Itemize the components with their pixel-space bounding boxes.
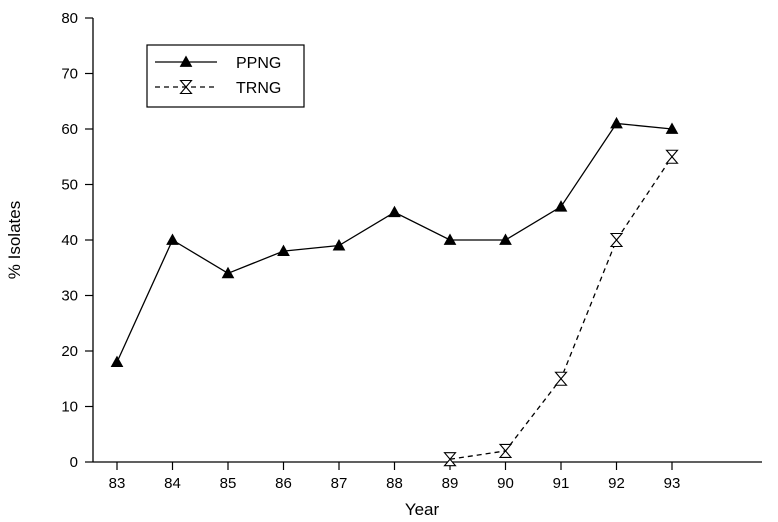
y-tick-label: 10 bbox=[61, 399, 78, 416]
x-axis: 83 84 85 86 87 88 89 90 91 92 93 bbox=[93, 461, 762, 492]
legend-label: TRNG bbox=[236, 80, 281, 97]
data-point bbox=[110, 355, 124, 367]
y-tick-label: 80 bbox=[61, 10, 78, 27]
x-ticks: 83 84 85 86 87 88 89 90 91 92 93 bbox=[109, 462, 681, 492]
data-point bbox=[388, 205, 401, 218]
y-tick-label: 20 bbox=[61, 343, 78, 360]
data-point bbox=[610, 116, 623, 129]
data-point bbox=[609, 232, 624, 248]
data-point bbox=[166, 233, 179, 245]
y-axis-title: % Isolates bbox=[5, 201, 24, 279]
y-tick-label: 70 bbox=[61, 66, 78, 83]
data-point bbox=[554, 371, 568, 386]
x-tick-label: 92 bbox=[608, 475, 625, 492]
x-tick-label: 87 bbox=[331, 475, 348, 492]
data-point bbox=[499, 233, 512, 245]
y-tick-label: 50 bbox=[61, 177, 78, 194]
x-tick-label: 83 bbox=[109, 475, 126, 492]
series-layer bbox=[110, 116, 679, 467]
data-point bbox=[443, 233, 457, 245]
data-point bbox=[332, 239, 346, 251]
y-tick-label: 30 bbox=[61, 288, 78, 305]
series-trng bbox=[443, 149, 679, 467]
legend-item-ppng: PPNG bbox=[155, 55, 281, 72]
legend-marker bbox=[179, 55, 193, 67]
x-tick-label: 84 bbox=[164, 475, 181, 492]
legend-item-trng: TRNG bbox=[155, 79, 281, 97]
data-point bbox=[277, 244, 290, 256]
x-tick-label: 88 bbox=[386, 475, 403, 492]
data-point bbox=[665, 149, 679, 164]
data-point bbox=[498, 443, 513, 458]
data-point bbox=[554, 200, 568, 212]
series-ppng bbox=[110, 116, 679, 367]
y-ticks: 0 10 20 30 40 50 60 70 80 bbox=[61, 10, 93, 471]
x-tick-label: 93 bbox=[664, 475, 681, 492]
x-tick-label: 91 bbox=[553, 475, 570, 492]
x-tick-label: 85 bbox=[220, 475, 237, 492]
x-tick-label: 86 bbox=[275, 475, 292, 492]
legend-box bbox=[146, 44, 305, 108]
legend: PPNG TRNG bbox=[146, 44, 305, 108]
data-point bbox=[443, 452, 457, 467]
data-point bbox=[221, 266, 235, 279]
y-axis: 0 10 20 30 40 50 60 70 80 bbox=[61, 10, 94, 471]
data-point bbox=[665, 122, 679, 134]
series-line bbox=[116, 122, 673, 363]
x-axis-title: Year bbox=[405, 500, 440, 519]
legend-label: PPNG bbox=[236, 55, 281, 72]
legend-items: PPNG TRNG bbox=[155, 55, 281, 97]
y-tick-label: 60 bbox=[61, 121, 78, 138]
legend-marker bbox=[179, 79, 193, 95]
x-tick-label: 90 bbox=[497, 475, 514, 492]
y-tick-label: 0 bbox=[70, 454, 78, 471]
x-tick-label: 89 bbox=[442, 475, 459, 492]
y-tick-label: 40 bbox=[61, 232, 78, 249]
